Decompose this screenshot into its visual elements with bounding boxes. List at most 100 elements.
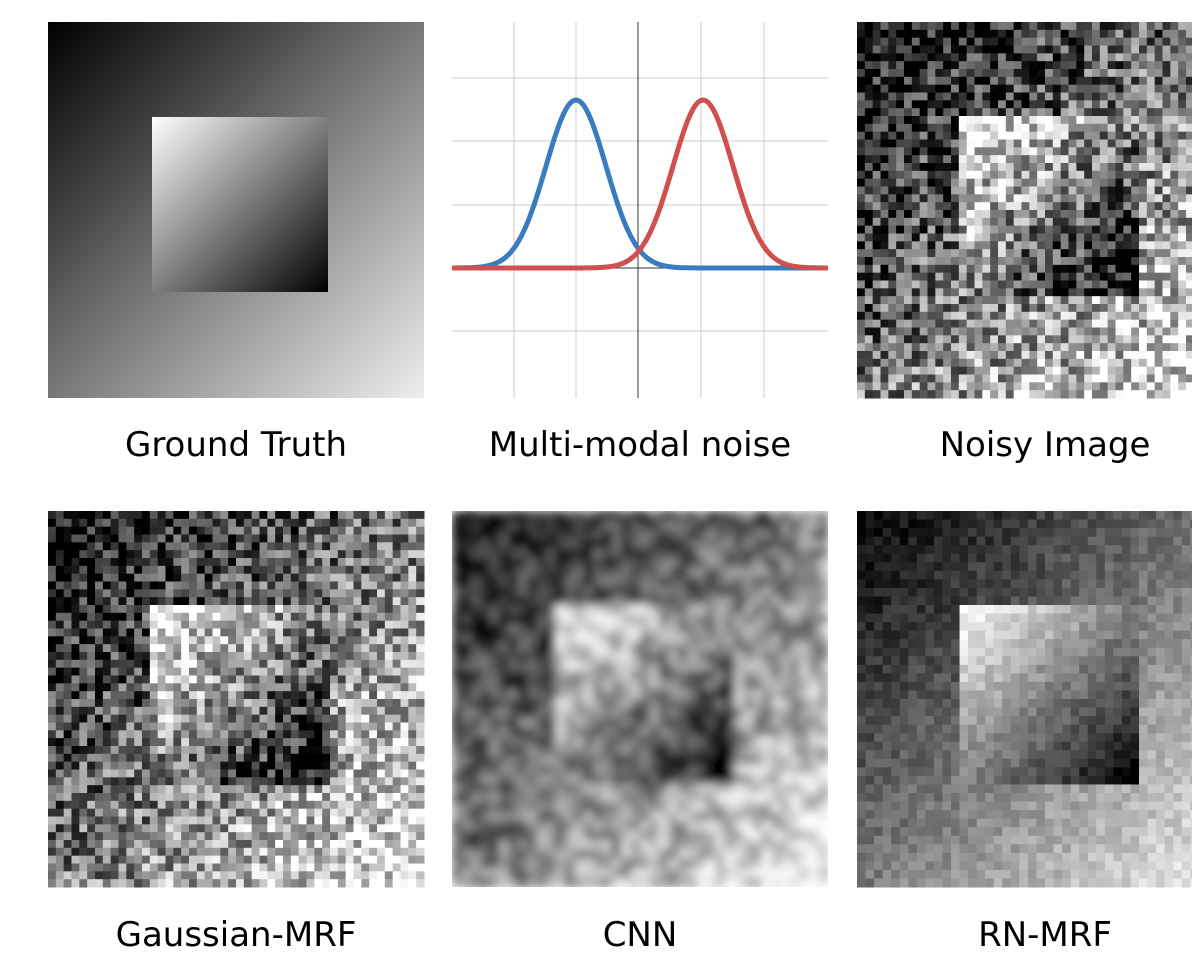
pixel (1022, 359, 1030, 367)
pixel (1069, 288, 1077, 296)
pixel (213, 629, 221, 637)
pixel (236, 730, 244, 738)
pixel (1155, 359, 1163, 367)
pixel (166, 817, 174, 825)
pixel (809, 539, 819, 549)
pixel (150, 629, 158, 637)
pixel (904, 312, 912, 320)
pixel (416, 699, 424, 707)
pixel (998, 320, 1006, 328)
pixel (158, 542, 166, 550)
pixel (385, 613, 393, 621)
pixel (252, 840, 260, 848)
pixel (873, 22, 881, 30)
pixel (461, 520, 471, 530)
pixel (158, 730, 166, 738)
pixel (181, 746, 189, 754)
pixel (1155, 171, 1163, 179)
pixel (252, 644, 260, 652)
pixel (330, 832, 338, 840)
pixel (982, 257, 990, 265)
pixel (275, 629, 283, 637)
pixel (873, 312, 881, 320)
pixel (1029, 38, 1037, 46)
pixel (181, 691, 189, 699)
pixel (166, 785, 174, 793)
pixel (64, 738, 72, 746)
pixel (150, 676, 158, 684)
pixel (56, 824, 64, 832)
pixel (408, 558, 416, 566)
pixel (975, 100, 983, 108)
pixel (142, 527, 150, 535)
pixel (912, 30, 920, 38)
pixel (87, 746, 95, 754)
pixel (111, 613, 119, 621)
pixel (401, 668, 409, 676)
pixel (1061, 390, 1069, 398)
pixel (912, 116, 920, 124)
pixel (888, 390, 896, 398)
pixel (322, 683, 330, 691)
pixel (943, 390, 951, 398)
pixel (696, 511, 706, 521)
pixel (361, 879, 369, 887)
pixel (158, 676, 166, 684)
pixel (291, 621, 299, 629)
pixel (1139, 375, 1147, 383)
pixel (252, 582, 260, 590)
pixel (1037, 46, 1045, 54)
pixel (142, 856, 150, 864)
pixel (967, 61, 975, 69)
pixel (1045, 61, 1053, 69)
pixel (865, 77, 873, 85)
pixel (772, 530, 782, 540)
pixel (1084, 210, 1092, 218)
pixel (990, 108, 998, 116)
pixel (881, 320, 889, 328)
pixel (982, 61, 990, 69)
pixel (499, 520, 509, 530)
pixel (166, 605, 174, 613)
pixel (401, 777, 409, 785)
pixel (896, 155, 904, 163)
pixel (354, 864, 362, 872)
pixel (865, 210, 873, 218)
pixel (87, 542, 95, 550)
pixel (95, 597, 103, 605)
pixel (631, 511, 641, 521)
pixel (935, 273, 943, 281)
pixel (134, 840, 142, 848)
pixel (1108, 226, 1116, 234)
pixel (72, 864, 80, 872)
pixel (126, 754, 134, 762)
pixel (181, 652, 189, 660)
pixel (103, 832, 111, 840)
pixel (1155, 179, 1163, 187)
pixel (377, 527, 385, 535)
pixel (943, 304, 951, 312)
pixel (1178, 171, 1186, 179)
pixel (1178, 116, 1186, 124)
pixel (393, 550, 401, 558)
pixel (95, 589, 103, 597)
pixel (920, 382, 928, 390)
pixel (275, 605, 283, 613)
pixel (260, 668, 268, 676)
pixel (346, 699, 354, 707)
pixel (252, 871, 260, 879)
pixel (1084, 328, 1092, 336)
pixel (244, 605, 252, 613)
pixel (307, 566, 315, 574)
pixel (1139, 312, 1147, 320)
pixel (959, 100, 967, 108)
pixel (142, 809, 150, 817)
pixel (1076, 234, 1084, 242)
pixel (220, 644, 228, 652)
pixel (631, 549, 641, 559)
pixel (369, 542, 377, 550)
pixel (975, 241, 983, 249)
pixel (1116, 77, 1124, 85)
pixel (322, 762, 330, 770)
pixel (119, 840, 127, 848)
